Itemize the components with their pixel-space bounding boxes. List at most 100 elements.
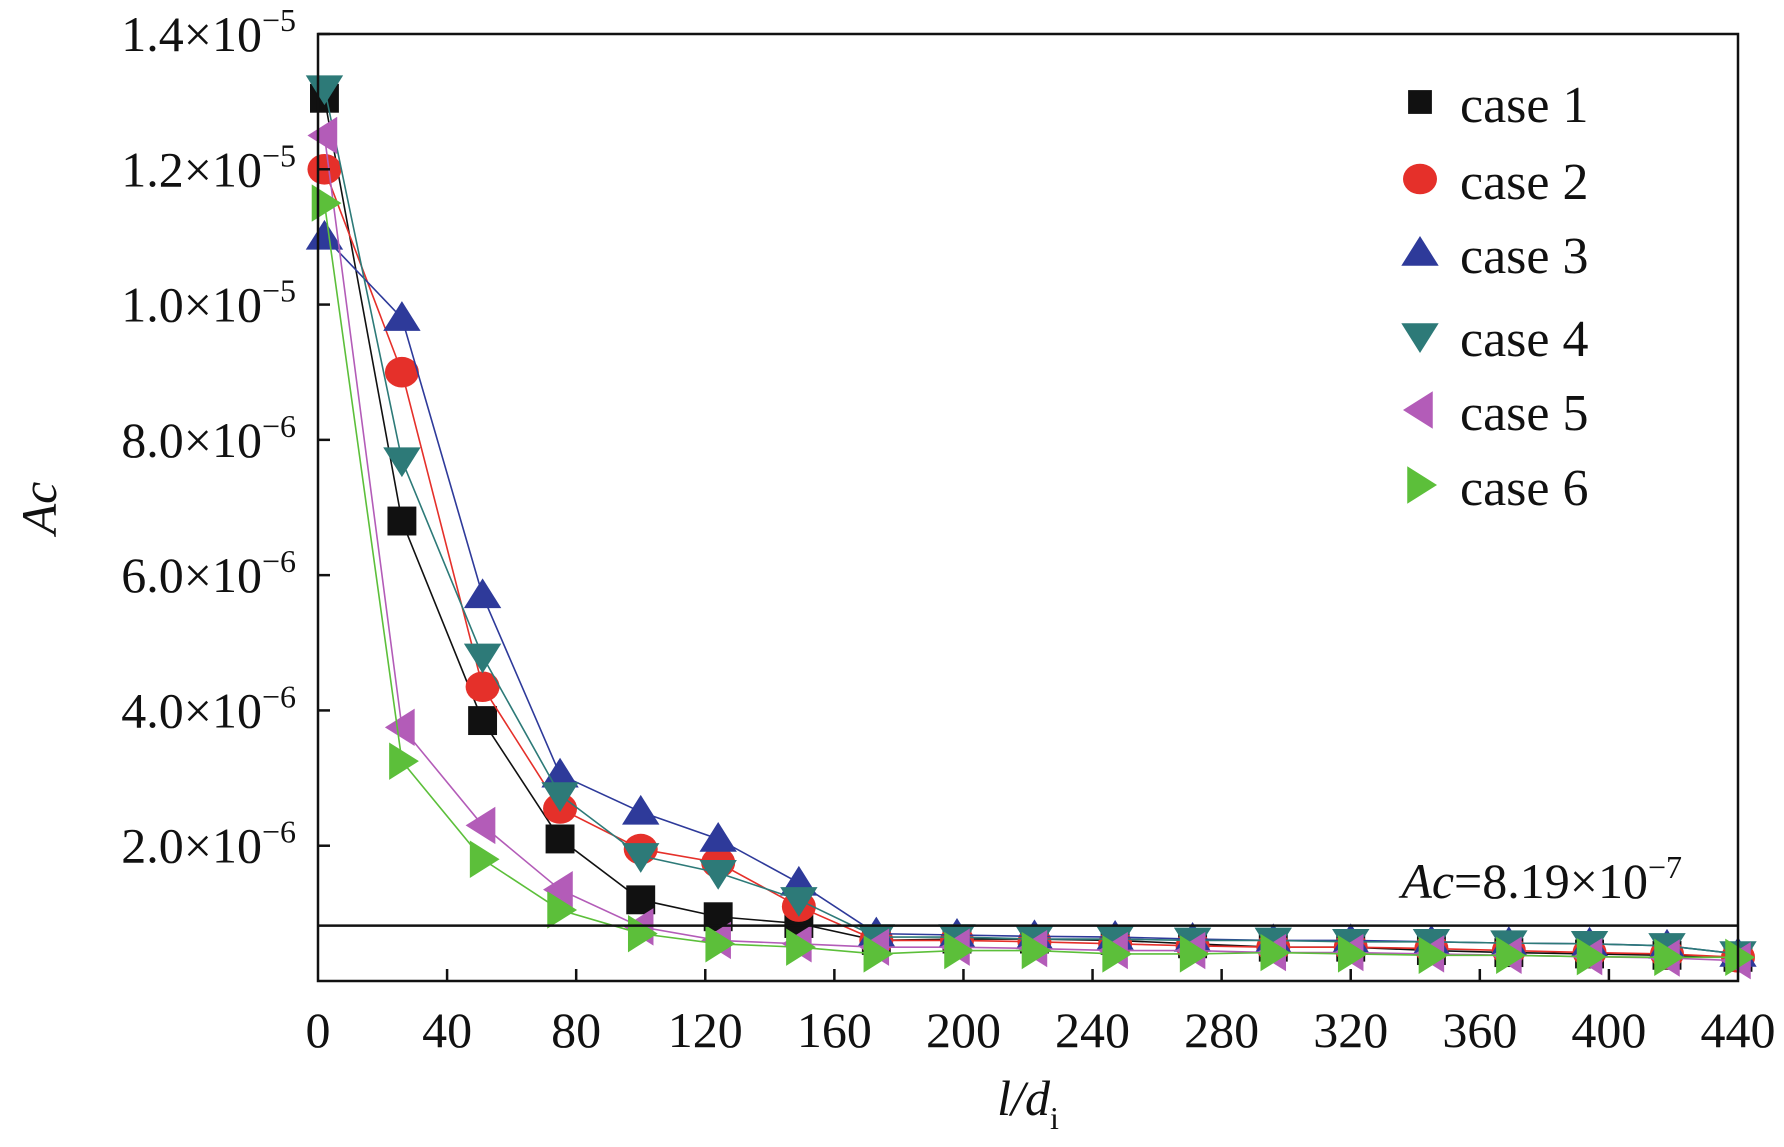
legend-label: case 3 bbox=[1460, 228, 1588, 285]
x-tick-label: 120 bbox=[668, 1002, 743, 1058]
data-point bbox=[541, 757, 579, 788]
plot-frame bbox=[316, 32, 1740, 983]
data-point bbox=[1576, 937, 1607, 976]
x-tick-label: 40 bbox=[422, 1002, 472, 1058]
legend-item: case 3 bbox=[1401, 228, 1588, 285]
data-point bbox=[463, 578, 502, 609]
x-tick-label: 320 bbox=[1313, 1002, 1388, 1058]
y-axis-label: Ac bbox=[11, 482, 67, 538]
data-point bbox=[944, 931, 974, 970]
data-point bbox=[1725, 938, 1755, 977]
axes-layer: 0 40 80 120 160 200 240 280 320 360 400 4402.0×10−6… bbox=[121, 2, 1775, 1058]
y-tick-label: 8.0×10−6 bbox=[121, 408, 296, 468]
y-tick-mantissa: 2.0×10 bbox=[121, 818, 262, 874]
data-point bbox=[622, 794, 660, 825]
x-tick-label: 160 bbox=[797, 1002, 872, 1058]
data-point bbox=[626, 885, 656, 915]
y-tick-mantissa: 4.0×10 bbox=[121, 682, 262, 738]
y-tick-label: 2.0×10−6 bbox=[121, 814, 296, 874]
data-point bbox=[465, 806, 496, 845]
legend-label: case 6 bbox=[1460, 460, 1588, 517]
data-point bbox=[545, 824, 575, 854]
data-point bbox=[699, 821, 737, 852]
x-tick-label: 0 bbox=[306, 1002, 331, 1058]
y-tick-mantissa: 6.0×10 bbox=[121, 547, 262, 603]
x-tick-label: 280 bbox=[1184, 1002, 1259, 1058]
data-point bbox=[699, 860, 737, 890]
data-point bbox=[780, 887, 818, 917]
data-point bbox=[305, 219, 344, 250]
y-tick-label: 4.0×10−6 bbox=[121, 678, 296, 738]
y-tick-label: 1.4×10−5 bbox=[121, 2, 296, 62]
data-point bbox=[1021, 931, 1052, 970]
reference-label-value: =8.19×10 bbox=[1454, 853, 1648, 909]
data-point bbox=[541, 782, 579, 812]
data-point bbox=[384, 708, 415, 747]
reference-label-var: Ac bbox=[1398, 853, 1454, 909]
x-tick-label: 200 bbox=[926, 1002, 1001, 1058]
y-tick-exponent: −6 bbox=[262, 543, 296, 579]
legend-item: case 6 bbox=[1407, 460, 1588, 517]
data-point bbox=[389, 742, 419, 780]
legend-item: case 2 bbox=[1403, 154, 1588, 211]
y-tick-label: 6.0×10−6 bbox=[121, 543, 296, 603]
x-axis-label-main: l/d bbox=[997, 1070, 1051, 1126]
y-tick-exponent: −6 bbox=[262, 814, 296, 850]
data-point bbox=[305, 75, 344, 106]
y-tick-exponent: −5 bbox=[262, 273, 296, 309]
data-point bbox=[384, 356, 419, 388]
data-point bbox=[383, 301, 421, 331]
y-tick-mantissa: 1.4×10 bbox=[121, 6, 262, 62]
data-point bbox=[383, 447, 421, 478]
x-axis-label: l/di bbox=[997, 1070, 1059, 1136]
data-point bbox=[547, 891, 578, 929]
y-tick-mantissa: 8.0×10 bbox=[121, 412, 262, 468]
legend-marker-triangle-left bbox=[1403, 391, 1433, 429]
legend-label: case 5 bbox=[1460, 385, 1588, 442]
legend-item: case 5 bbox=[1403, 385, 1588, 442]
y-tick-mantissa: 1.0×10 bbox=[121, 277, 262, 333]
y-tick-exponent: −6 bbox=[262, 678, 296, 714]
data-point bbox=[469, 840, 500, 878]
data-point bbox=[786, 928, 816, 966]
x-axis-label-sub: i bbox=[1050, 1100, 1059, 1136]
data-point bbox=[863, 935, 894, 973]
data-point bbox=[1102, 935, 1133, 973]
reference-label: Ac=8.19×10−7 bbox=[1398, 849, 1682, 909]
y-tick-label: 1.2×10−5 bbox=[121, 137, 296, 197]
data-point bbox=[1418, 936, 1449, 974]
data-point bbox=[465, 671, 500, 703]
data-point bbox=[1179, 935, 1210, 973]
series-layer bbox=[305, 75, 1757, 980]
y-tick-mantissa: 1.2×10 bbox=[121, 141, 262, 197]
series-case-1 bbox=[310, 83, 1753, 972]
data-point bbox=[1337, 935, 1368, 973]
y-tick-exponent: −5 bbox=[262, 137, 296, 173]
y-tick-label: 1.0×10−5 bbox=[121, 273, 296, 333]
y-tick-exponent: −6 bbox=[262, 408, 296, 444]
legend-label: case 4 bbox=[1460, 311, 1588, 368]
data-point bbox=[387, 506, 417, 536]
x-tick-label: 440 bbox=[1701, 1002, 1776, 1058]
data-point bbox=[307, 116, 338, 155]
x-tick-label: 360 bbox=[1442, 1002, 1517, 1058]
data-point bbox=[468, 706, 498, 736]
data-point bbox=[543, 870, 573, 909]
legend-label: case 2 bbox=[1460, 154, 1588, 211]
series-line bbox=[323, 87, 1739, 955]
data-point bbox=[1570, 931, 1609, 961]
legend-item: case 4 bbox=[1401, 311, 1588, 368]
x-tick-label: 400 bbox=[1571, 1002, 1646, 1058]
data-point bbox=[1496, 936, 1526, 974]
series-line bbox=[323, 169, 1739, 959]
data-point bbox=[1260, 933, 1291, 972]
x-tick-label: 80 bbox=[551, 1002, 601, 1058]
legend-marker-triangle-right bbox=[1407, 466, 1437, 504]
data-point bbox=[463, 643, 502, 674]
legend: case 1 case 2 case 3 case 4 case 5 case 6 bbox=[1401, 77, 1588, 517]
data-point bbox=[705, 925, 736, 963]
data-point bbox=[1654, 938, 1684, 977]
legend-marker-square bbox=[1408, 90, 1432, 114]
legend-label: case 1 bbox=[1460, 77, 1588, 134]
